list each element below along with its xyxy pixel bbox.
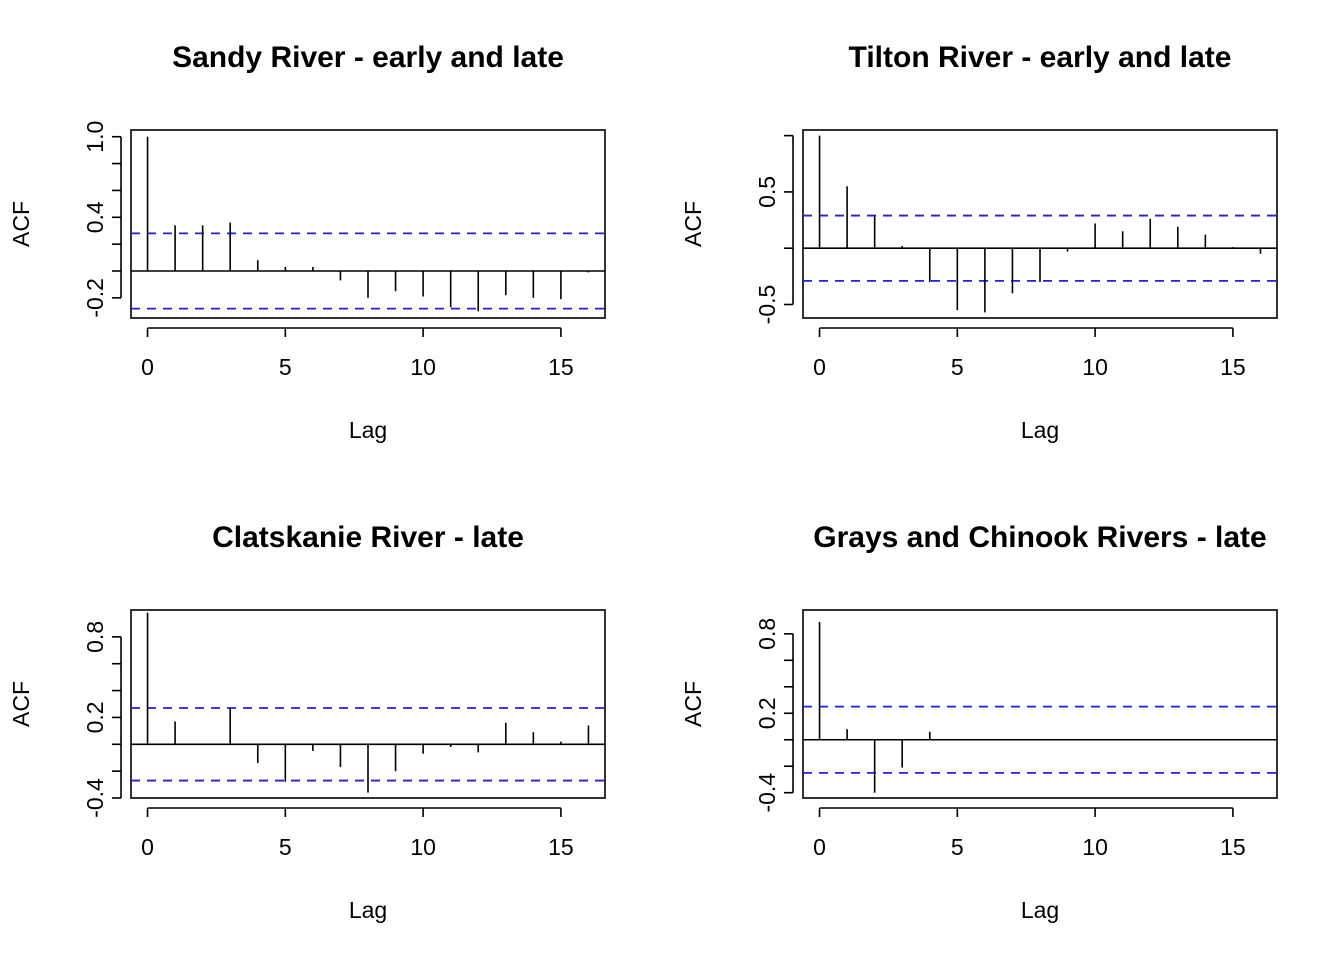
y-axis-label: ACF bbox=[8, 201, 34, 247]
x-tick-label: 15 bbox=[1220, 354, 1246, 380]
x-tick-label: 15 bbox=[548, 834, 574, 860]
y-axis-label: ACF bbox=[8, 681, 34, 727]
y-tick-label: 0.8 bbox=[82, 621, 108, 653]
panel-title: Clatskanie River - late bbox=[212, 521, 524, 554]
x-axis-label: Lag bbox=[1021, 417, 1059, 443]
panel-title: Tilton River - early and late bbox=[849, 41, 1232, 74]
y-tick-label: -0.2 bbox=[82, 278, 108, 318]
x-tick-label: 0 bbox=[141, 354, 154, 380]
plot-frame bbox=[130, 609, 606, 799]
x-tick-label: 10 bbox=[410, 834, 436, 860]
x-axis-label: Lag bbox=[349, 417, 387, 443]
acf-panel-2: Tilton River - early and late 0 5 10 15 -0.5 0… bbox=[680, 41, 1278, 443]
y-tick-label: 0.5 bbox=[754, 176, 780, 208]
x-axis-label: Lag bbox=[349, 897, 387, 923]
y-tick-label: 0.2 bbox=[754, 697, 780, 729]
y-axis-label: ACF bbox=[680, 681, 706, 727]
y-tick-label: 0.8 bbox=[754, 618, 780, 650]
x-tick-label: 15 bbox=[1220, 834, 1246, 860]
x-tick-label: 10 bbox=[1082, 834, 1108, 860]
plot-frame bbox=[130, 129, 606, 319]
x-tick-label: 5 bbox=[279, 834, 292, 860]
x-tick-label: 10 bbox=[410, 354, 436, 380]
x-axis-label: Lag bbox=[1021, 897, 1059, 923]
panel-title: Grays and Chinook Rivers - late bbox=[813, 521, 1266, 554]
plot-frame bbox=[802, 609, 1278, 799]
y-tick-label: 0.4 bbox=[82, 201, 108, 233]
x-tick-label: 0 bbox=[813, 834, 826, 860]
x-tick-label: 5 bbox=[951, 834, 964, 860]
x-tick-label: 10 bbox=[1082, 354, 1108, 380]
plot-frame bbox=[802, 129, 1278, 319]
x-tick-label: 0 bbox=[141, 834, 154, 860]
x-tick-label: 5 bbox=[951, 354, 964, 380]
x-tick-label: 15 bbox=[548, 354, 574, 380]
y-tick-label: 0.2 bbox=[82, 701, 108, 733]
acf-panel-1: Sandy River - early and late 0 5 10 15 -0.2 0.… bbox=[8, 41, 606, 443]
y-tick-label: -0.5 bbox=[754, 285, 780, 325]
y-tick-label: -0.4 bbox=[82, 778, 108, 818]
x-tick-label: 0 bbox=[813, 354, 826, 380]
panel-title: Sandy River - early and late bbox=[172, 41, 564, 74]
y-tick-label: -0.4 bbox=[754, 773, 780, 813]
acf-panel-3: Clatskanie River - late 0 5 10 15 -0.4 0.2 0.8 L… bbox=[8, 521, 606, 923]
x-tick-label: 5 bbox=[279, 354, 292, 380]
y-axis-label: ACF bbox=[680, 201, 706, 247]
y-tick-label: 1.0 bbox=[82, 121, 108, 153]
acf-panel-4: Grays and Chinook Rivers - late 0 5 10 15 -0.… bbox=[680, 521, 1278, 923]
